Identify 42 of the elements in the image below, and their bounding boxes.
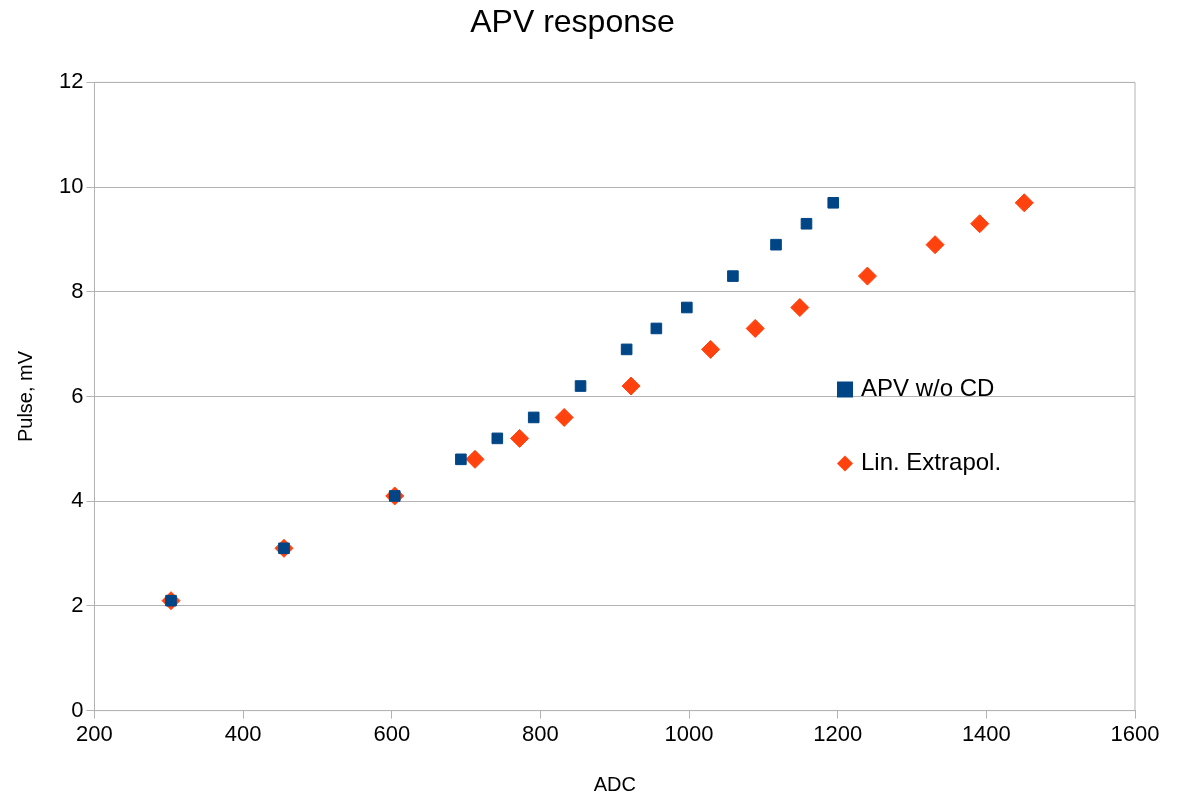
- y-axis-title: Pulse, mV: [13, 350, 36, 443]
- point: [681, 301, 693, 314]
- x-tick-label: 400: [224, 720, 262, 746]
- y-tick-label: 12: [58, 68, 84, 94]
- point: [925, 235, 945, 255]
- x-tick-label: 600: [373, 720, 411, 746]
- point: [800, 217, 813, 230]
- x-tick-label: 800: [522, 720, 559, 746]
- point: [621, 376, 641, 396]
- point: [465, 449, 485, 469]
- point: [770, 238, 782, 251]
- y-tick-label: 4: [71, 487, 84, 513]
- point: [620, 343, 633, 356]
- point: [701, 339, 721, 359]
- y-tick-label: 6: [71, 382, 84, 408]
- point: [455, 453, 467, 466]
- point: [745, 318, 765, 338]
- x-tick-label: 1000: [664, 720, 714, 746]
- x-tick-label: 200: [76, 720, 113, 746]
- point: [827, 197, 840, 209]
- y-tick-label: 0: [71, 696, 84, 722]
- legend-label: Lin. Extrapol.: [861, 448, 1002, 476]
- y-tick-label: 10: [58, 173, 84, 199]
- point: [650, 322, 663, 335]
- point: [554, 407, 574, 427]
- legend-label: APV w/o CD: [861, 374, 995, 402]
- point: [790, 298, 810, 318]
- point: [857, 266, 877, 286]
- point: [727, 270, 739, 282]
- point: [574, 380, 587, 392]
- y-tick-label: 8: [71, 277, 84, 303]
- point: [510, 428, 530, 448]
- chart-title: APV response: [470, 3, 675, 40]
- x-tick-label: 1600: [1110, 720, 1160, 746]
- x-tick-label: 1400: [961, 720, 1011, 746]
- point: [491, 432, 504, 445]
- x-axis-title: ADC: [593, 772, 636, 795]
- point: [1014, 193, 1034, 213]
- y-tick-label: 2: [71, 591, 84, 617]
- x-tick-label: 1200: [813, 720, 863, 746]
- point: [970, 214, 990, 234]
- point: [527, 411, 540, 424]
